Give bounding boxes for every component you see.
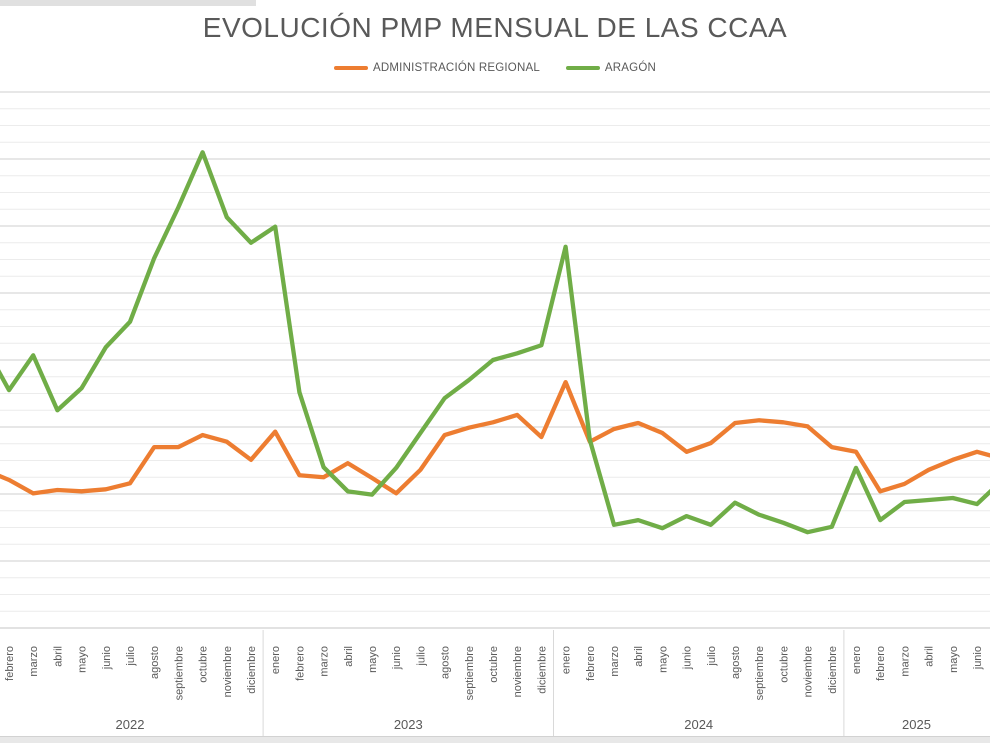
month-label: octubre [198,646,210,683]
month-label: abril [633,646,645,667]
month-label: noviembre [512,646,524,697]
month-label: octubre [488,646,500,683]
month-label: junio [682,646,694,670]
month-label: febrero [294,646,306,681]
month-label: febrero [585,646,597,681]
year-label: 2024 [684,717,713,732]
month-label: mayo [948,646,960,673]
legend-label: ARAGÓN [604,62,656,74]
month-label: abril [52,646,64,667]
month-label: enero [851,646,863,674]
year-label: 2022 [116,717,145,732]
month-label: diciembre [827,646,839,694]
legend-item-arag-n: ARAGÓN [565,62,656,74]
year-label: 2023 [394,717,423,732]
legend-swatch-icon [565,66,600,70]
month-label: abril [924,646,936,667]
month-label: marzo [899,646,911,677]
legend-item-administraci-n-regional: ADMINISTRACIÓN REGIONAL [334,62,540,74]
month-label: febrero [4,646,16,681]
month-label: junio [972,646,984,670]
month-label: septiembre [464,646,476,700]
series-line-arag-n [0,150,990,535]
month-label: enero [270,646,282,674]
month-label: diciembre [246,646,258,694]
month-label: agosto [730,646,742,679]
month-label: marzo [319,646,331,677]
gridlines [0,91,990,629]
month-label: junio [391,646,403,670]
month-label: junio [101,646,113,670]
month-label: septiembre [754,646,766,700]
legend-swatch-icon [334,66,369,70]
month-label: agosto [149,646,161,679]
month-label: abril [343,646,355,667]
window-edge-strip-bottom [0,736,990,743]
month-label: febrero [875,646,887,681]
window-edge-strip-top [0,0,256,6]
month-label: octubre [778,646,790,683]
legend-label: ADMINISTRACIÓN REGIONAL [373,62,540,74]
month-label: mayo [657,646,669,673]
series-line-administraci-n-regional [0,379,990,496]
page-title: EVOLUCIÓN PMP MENSUAL DE LAS CCAA [202,12,788,43]
month-label: noviembre [222,646,234,697]
year-separators [262,630,845,736]
month-label: julio [125,646,137,667]
month-label: mayo [77,646,89,673]
month-label: enero [561,646,573,674]
month-label: marzo [609,646,621,677]
legend: ADMINISTRACIÓN REGIONAL ARAGÓN [0,62,990,74]
month-label: marzo [28,646,40,677]
month-label: noviembre [803,646,815,697]
month-label: mayo [367,646,379,673]
year-label: 2025 [902,717,931,732]
month-label: agosto [440,646,452,679]
month-label: diciembre [536,646,548,694]
month-label: julio [706,646,718,667]
series-lines [0,150,990,535]
x-axis-year-labels: 2022 2023 2024 2025 [116,717,931,732]
month-label: julio [415,646,427,667]
month-label: septiembre [173,646,185,700]
x-axis-month-labels: febrero marzo abril mayo junio julio agosto sep… [4,646,984,700]
